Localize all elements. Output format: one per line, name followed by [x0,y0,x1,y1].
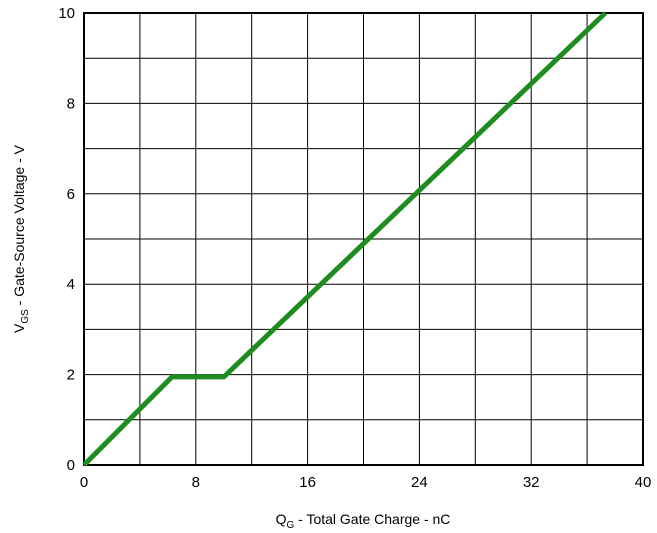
y-tick-label: 2 [67,367,75,384]
y-tick-label: 8 [67,95,75,112]
x-tick-labels: 0 8 16 24 32 40 [80,474,652,491]
plot-frame [83,12,644,466]
y-tick-label: 10 [58,5,75,22]
y-tick-label: 0 [67,457,75,474]
y-axis-title: VGS - Gate-Source Voltage - V [11,144,31,333]
y-tick-label: 4 [67,276,75,293]
y-axis-title-main: V [11,323,27,333]
x-tick-label: 16 [299,474,316,491]
x-tick-label: 40 [635,474,652,491]
series-group [82,11,608,467]
y-tick-labels: 0 2 4 6 8 10 [58,5,75,474]
x-axis-title-rest: - Total Gate Charge - nC [294,511,450,527]
y-tick-label: 6 [67,186,75,203]
x-axis-title: QG - Total Gate Charge - nC [276,511,451,531]
x-axis-title-subscript: G [286,520,294,531]
x-axis-title-main: Q [276,511,287,527]
x-tick-label: 32 [523,474,540,491]
y-axis-title-rest: - Gate-Source Voltage - V [11,144,27,309]
y-axis-title-subscript: GS [20,309,31,324]
series-line [82,11,608,467]
grid-lines [83,12,644,466]
x-tick-label: 0 [80,474,88,491]
x-tick-label: 8 [192,474,200,491]
x-tick-label: 24 [411,474,428,491]
